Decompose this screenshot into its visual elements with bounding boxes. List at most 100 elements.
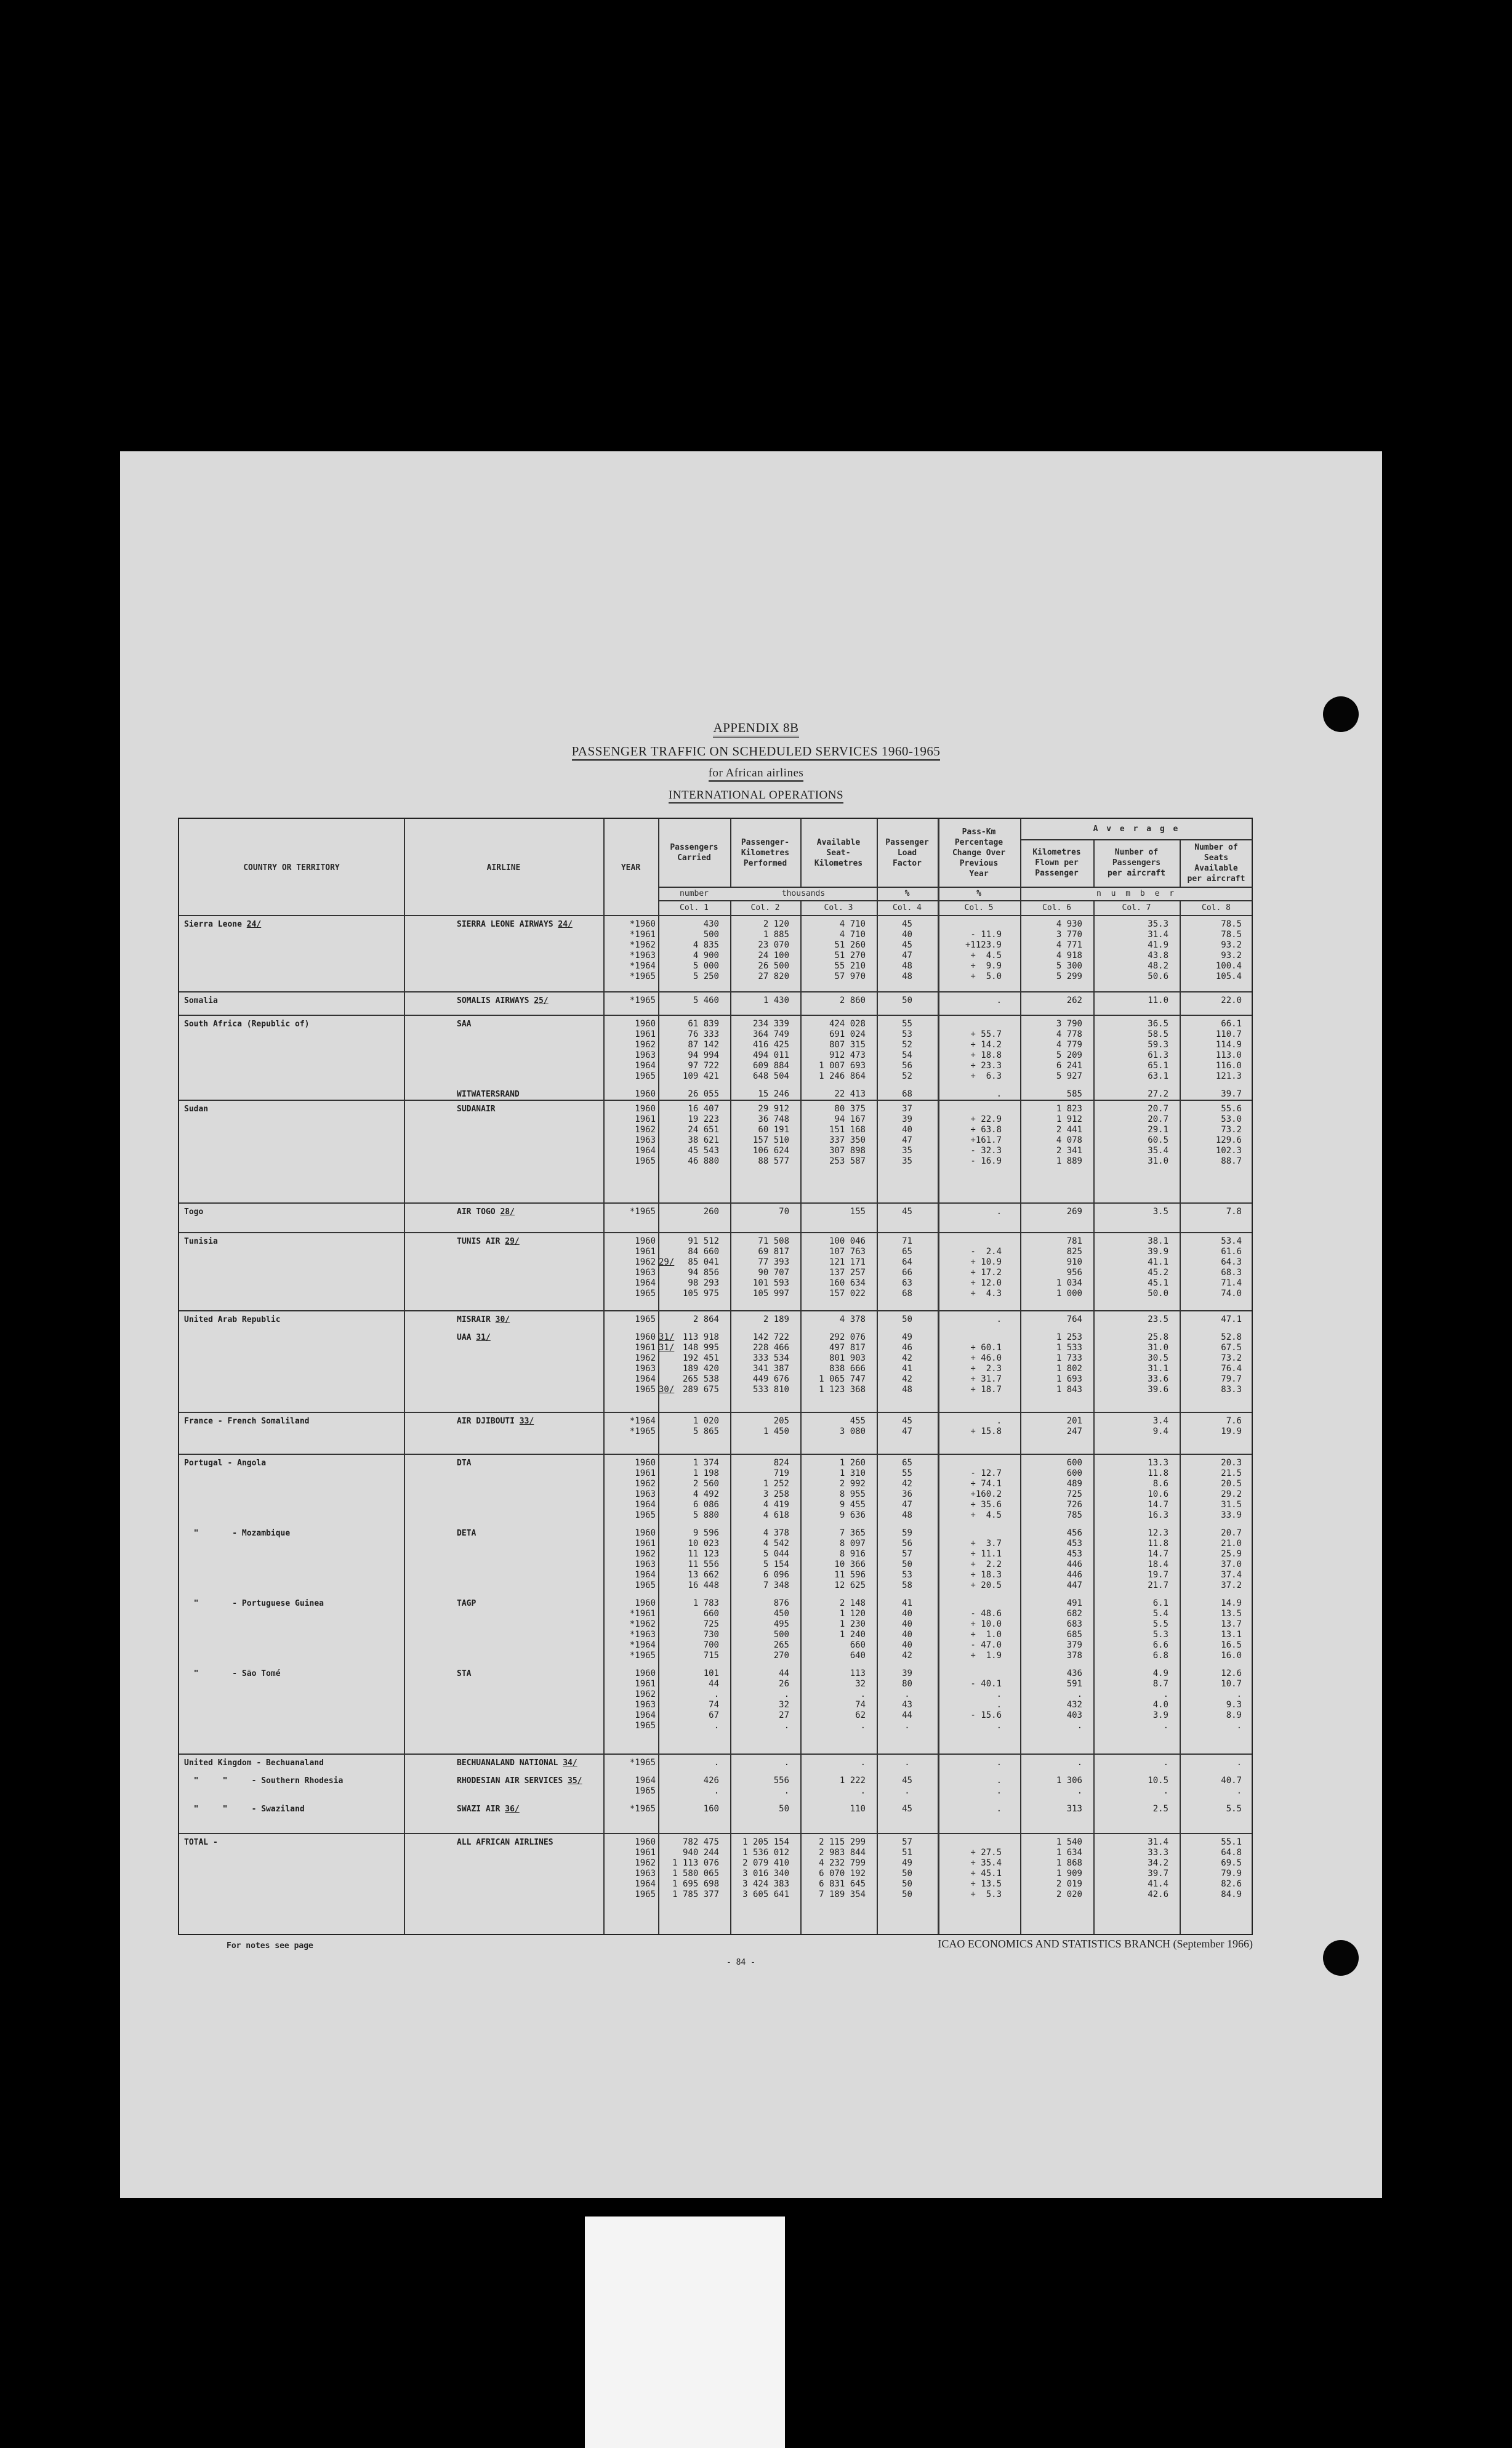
value-col6: 262 — [1066, 996, 1082, 1005]
value-col3: 2 860 — [839, 996, 866, 1005]
table-row: 1961 44 26 32 80 - 40.1 591 8.7 10.7 — [179, 1679, 1252, 1689]
country-cell — [179, 1247, 404, 1257]
year-value: 1962 — [635, 1549, 656, 1559]
value-col8: . — [1236, 1758, 1242, 1768]
value-col1: 84 660 — [688, 1247, 719, 1257]
airline-cell: TAGP — [404, 1598, 603, 1609]
table-row: 1963 74 32 74 43. 432 4.0 9.3 — [179, 1700, 1252, 1710]
value-col2: . — [784, 1758, 789, 1768]
value-col3: 11 596 — [834, 1570, 866, 1580]
year-cell: 1962 — [603, 1689, 658, 1700]
value-col1: 782 475 — [682, 1837, 719, 1847]
value-col4: 50 — [902, 1315, 912, 1324]
unit-percent-col4: % — [904, 888, 910, 898]
col-label-7: Col. 7 — [1122, 903, 1151, 912]
value-col8: 21.5 — [1221, 1468, 1242, 1478]
value-col6: 2 020 — [1056, 1890, 1082, 1899]
table-row: 1965 109 421 648 504 1 246 864 52 + 6.3 5 927 6… — [179, 1071, 1252, 1082]
country-cell — [179, 930, 404, 940]
airline-name: STA — [457, 1669, 472, 1678]
value-col4: 41 — [902, 1364, 912, 1374]
value-col1: 5 250 — [693, 972, 719, 981]
header-airline: AIRLINE — [486, 863, 521, 872]
country-cell — [179, 1560, 404, 1570]
airline-cell — [404, 930, 603, 940]
value-col3: 51 260 — [834, 940, 866, 950]
value-col2: 4 618 — [763, 1510, 789, 1520]
value-col3: 497 817 — [829, 1343, 866, 1353]
value-col1: 101 — [703, 1669, 719, 1678]
value-col6: 683 — [1066, 1619, 1082, 1629]
value-col8: 82.6 — [1221, 1879, 1242, 1889]
year-value: 1964 — [635, 1570, 656, 1580]
airline-name: AIR TOGO — [457, 1207, 496, 1217]
value-col7: 31.4 — [1148, 1837, 1168, 1847]
value-col4: 39 — [902, 1114, 912, 1124]
year-cell: 1965 — [603, 1890, 658, 1900]
unit-number-average: n u m b e r — [1096, 888, 1177, 898]
value-col8: 16.0 — [1221, 1651, 1242, 1661]
value-col4: 58 — [902, 1580, 912, 1590]
value-col4: . — [904, 1758, 910, 1768]
value-col6: 4 779 — [1056, 1040, 1082, 1050]
value-col8: 93.2 — [1221, 951, 1242, 960]
value-col2: 1 205 154 — [742, 1837, 789, 1847]
value-col7: 19.7 — [1148, 1570, 1168, 1580]
table-section: South Africa (Republic of) SAA 1960 61 839 2… — [179, 1016, 1252, 1101]
value-col6: 489 — [1066, 1479, 1082, 1489]
value-col3: 12 625 — [834, 1580, 866, 1590]
value-col6: 1 909 — [1056, 1869, 1082, 1878]
value-col1: 700 — [703, 1640, 719, 1650]
year-cell: *1964 — [603, 961, 658, 972]
airline-cell — [404, 1156, 603, 1167]
year-cell: 1960 — [603, 1598, 658, 1609]
country-cell — [179, 1050, 404, 1061]
value-col1: 160 — [703, 1804, 719, 1814]
value-col5: . — [996, 1689, 1002, 1699]
country-cell — [179, 1570, 404, 1580]
value-col7: 5.3 — [1152, 1630, 1168, 1640]
country-cell: South Africa (Republic of) — [179, 1019, 404, 1029]
table-row: 1961 76 333 364 749 691 024 53 + 55.7 4 778 58.… — [179, 1029, 1252, 1040]
airline-name: SOMALIS AIRWAYS — [457, 996, 529, 1005]
airline-cell — [404, 1050, 603, 1061]
table-row: *1961 660 450 1 120 40 - 48.6 682 5.4 13.5 — [179, 1609, 1252, 1619]
value-col7: 3.9 — [1152, 1710, 1168, 1720]
rule — [658, 887, 1253, 888]
value-col4: 41 — [902, 1598, 912, 1608]
year-cell: *1963 — [603, 951, 658, 961]
value-col5 — [938, 1104, 1020, 1114]
year-cell: 1960 — [603, 1669, 658, 1679]
value-col4: . — [904, 1786, 910, 1796]
value-col7: 31.1 — [1148, 1364, 1168, 1374]
value-col2: 2 120 — [763, 919, 789, 929]
value-col3: 2 992 — [839, 1479, 866, 1489]
airline-name: DETA — [457, 1529, 477, 1538]
country-cell — [179, 1135, 404, 1146]
year-cell: *1961 — [603, 1609, 658, 1619]
value-col4: 48 — [902, 972, 912, 981]
value-col4: 36 — [902, 1489, 912, 1499]
value-col6: 453 — [1066, 1539, 1082, 1548]
table-body: Sierra Leone 24/SIERRA LEONE AIRWAYS 24/… — [179, 916, 1252, 1935]
value-col5: +160.2 — [970, 1489, 1002, 1499]
year-value: 1964 — [635, 1374, 656, 1384]
value-col4: 42 — [902, 1651, 912, 1661]
year-cell: 1963 — [603, 1700, 658, 1710]
airline-cell: ALL AFRICAN AIRLINES — [404, 1837, 603, 1848]
year-cell: 1963 — [603, 1869, 658, 1879]
airline-cell — [404, 1278, 603, 1289]
value-col2: 7 348 — [763, 1580, 789, 1590]
rule — [1020, 819, 1021, 1934]
value-col7: 6.1 — [1152, 1598, 1168, 1608]
value-col7: 63.1 — [1148, 1071, 1168, 1081]
year-value: 1961 — [635, 1679, 656, 1689]
country-cell — [179, 1364, 404, 1374]
value-col2: 44 — [779, 1669, 789, 1678]
value-col1: 4 900 — [693, 951, 719, 960]
col-label-2: Col. 2 — [750, 903, 780, 912]
value-col2: 70 — [779, 1207, 789, 1217]
value-col5 — [938, 1236, 1020, 1247]
value-col7: 43.8 — [1148, 951, 1168, 960]
table-row: 1965 30/289 675 533 810 1 123 368 48 + 18.7 1 … — [179, 1385, 1252, 1395]
